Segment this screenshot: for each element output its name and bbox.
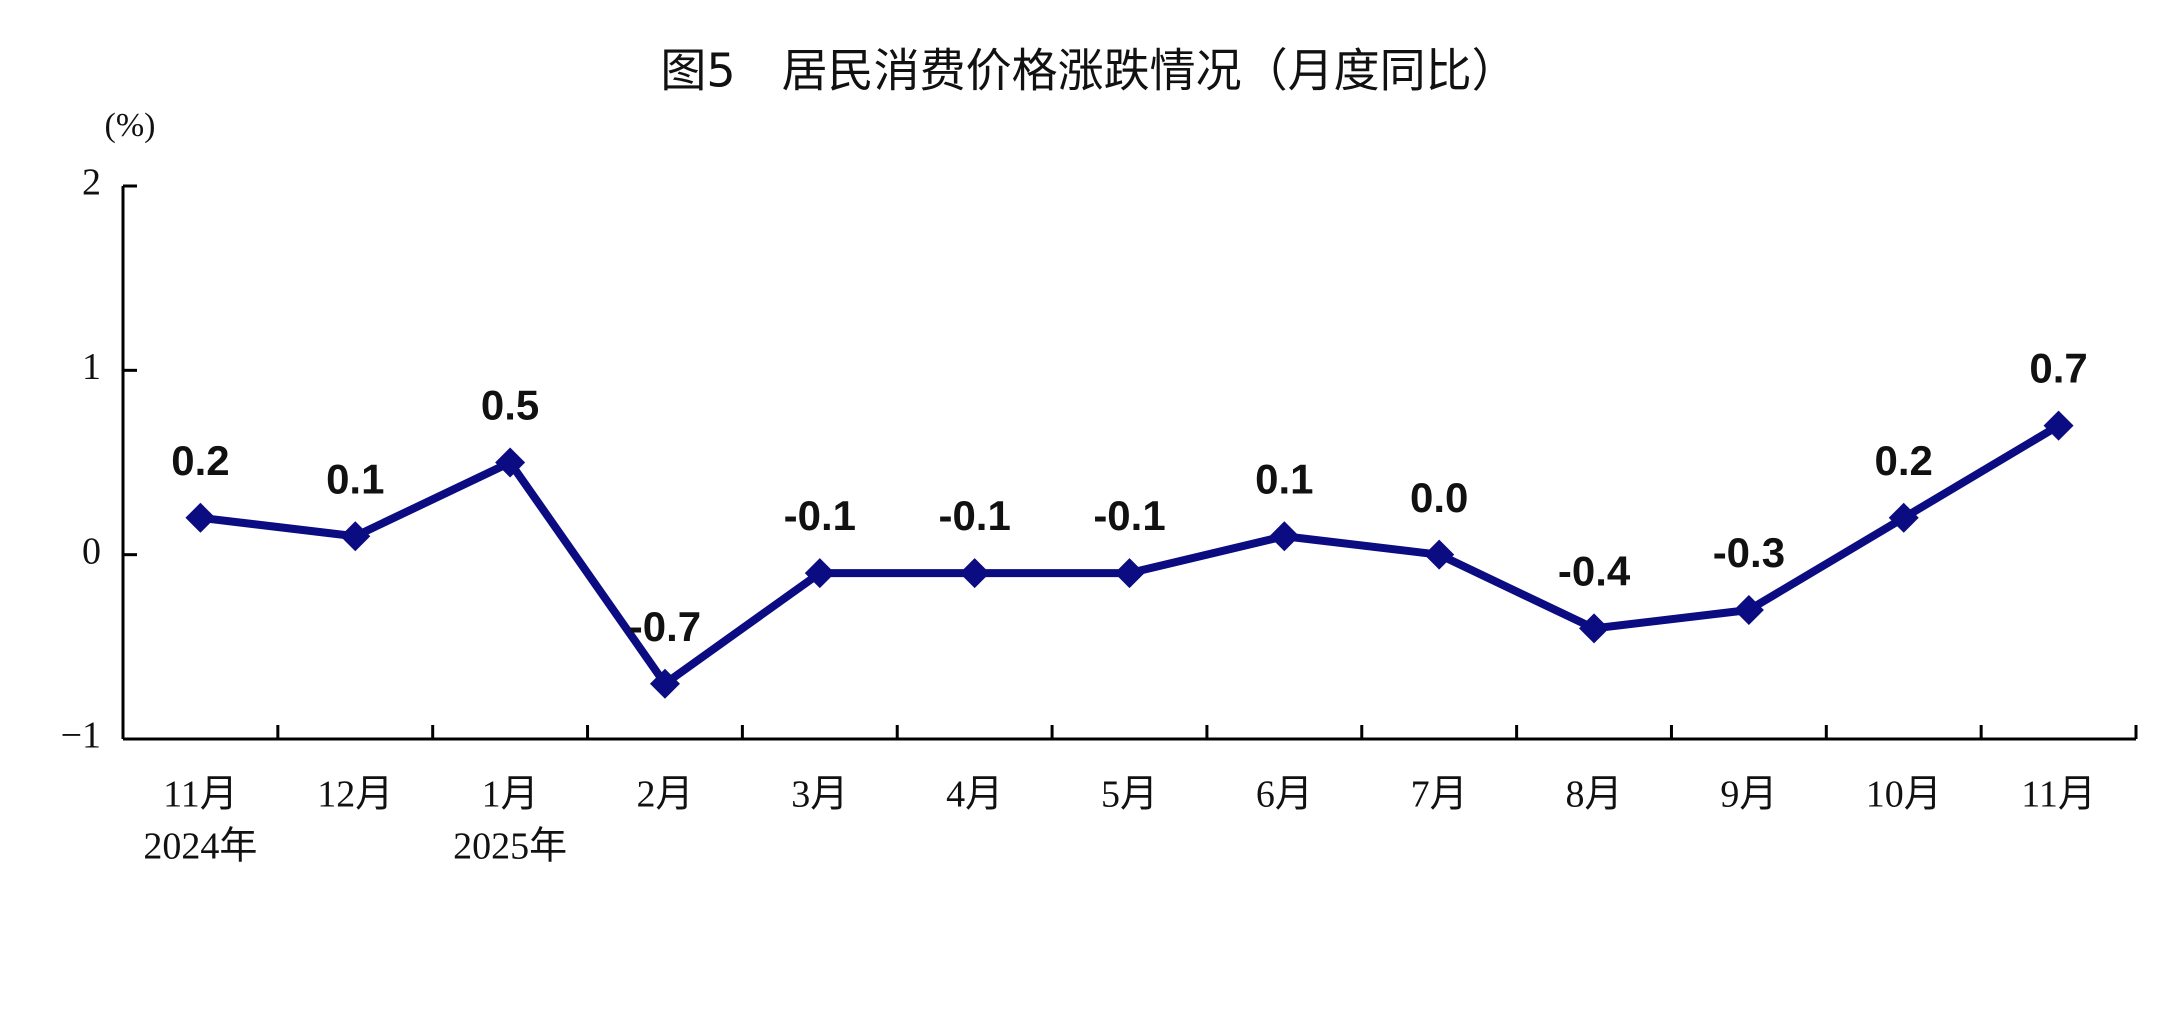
data-label: 0.2: [1875, 437, 1933, 484]
point-marker: [1733, 594, 1764, 625]
x-tick-label: 8月: [1566, 774, 1623, 816]
x-tick-label: 9月: [1720, 774, 1777, 816]
point-marker: [340, 521, 371, 552]
year-label: 2024年: [143, 826, 257, 868]
point-marker: [1579, 613, 1610, 644]
x-tick-label: 11月: [163, 774, 238, 816]
point-marker: [495, 447, 526, 478]
x-tick-label: 1月: [482, 774, 539, 816]
data-label: 0.2: [171, 437, 229, 484]
data-label: -0.7: [629, 603, 701, 650]
x-tick-label: 6月: [1256, 774, 1313, 816]
y-unit: (%): [105, 107, 156, 144]
data-label: 0.5: [481, 382, 539, 429]
point-marker: [1424, 539, 1455, 570]
x-tick-label: 5月: [1101, 774, 1158, 816]
data-label: 0.1: [326, 455, 384, 502]
x-tick-label: 7月: [1411, 774, 1468, 816]
y-tick-label: 1: [82, 346, 101, 388]
data-label: -0.1: [938, 492, 1010, 539]
point-marker: [959, 558, 990, 589]
data-label: -0.4: [1558, 547, 1631, 594]
y-tick-label: 2: [82, 162, 101, 204]
y-tick-label: 0: [82, 530, 101, 572]
point-marker: [649, 668, 680, 699]
y-tick-label: −1: [61, 715, 101, 757]
x-tick-label: 10月: [1866, 774, 1942, 816]
data-label: 0.1: [1255, 455, 1313, 502]
data-label: -0.1: [1093, 492, 1165, 539]
year-label: 2025年: [453, 826, 567, 868]
point-marker: [1269, 521, 1300, 552]
data-label: -0.1: [784, 492, 856, 539]
point-marker: [804, 558, 835, 589]
data-label: -0.3: [1713, 529, 1785, 576]
point-marker: [1114, 558, 1145, 589]
x-tick-label: 12月: [317, 774, 393, 816]
point-marker: [2043, 410, 2074, 441]
data-label: 0.0: [1410, 474, 1468, 521]
point-marker: [185, 502, 216, 533]
x-tick-label: 3月: [791, 774, 848, 816]
point-marker: [1888, 502, 1919, 533]
x-tick-label: 11月: [2021, 774, 2096, 816]
chart-title: 图5 居民消费价格涨跌情况（月度同比）: [660, 44, 1517, 98]
data-label: 0.7: [2029, 345, 2087, 392]
x-tick-label: 2月: [636, 774, 693, 816]
x-tick-label: 4月: [946, 774, 1003, 816]
